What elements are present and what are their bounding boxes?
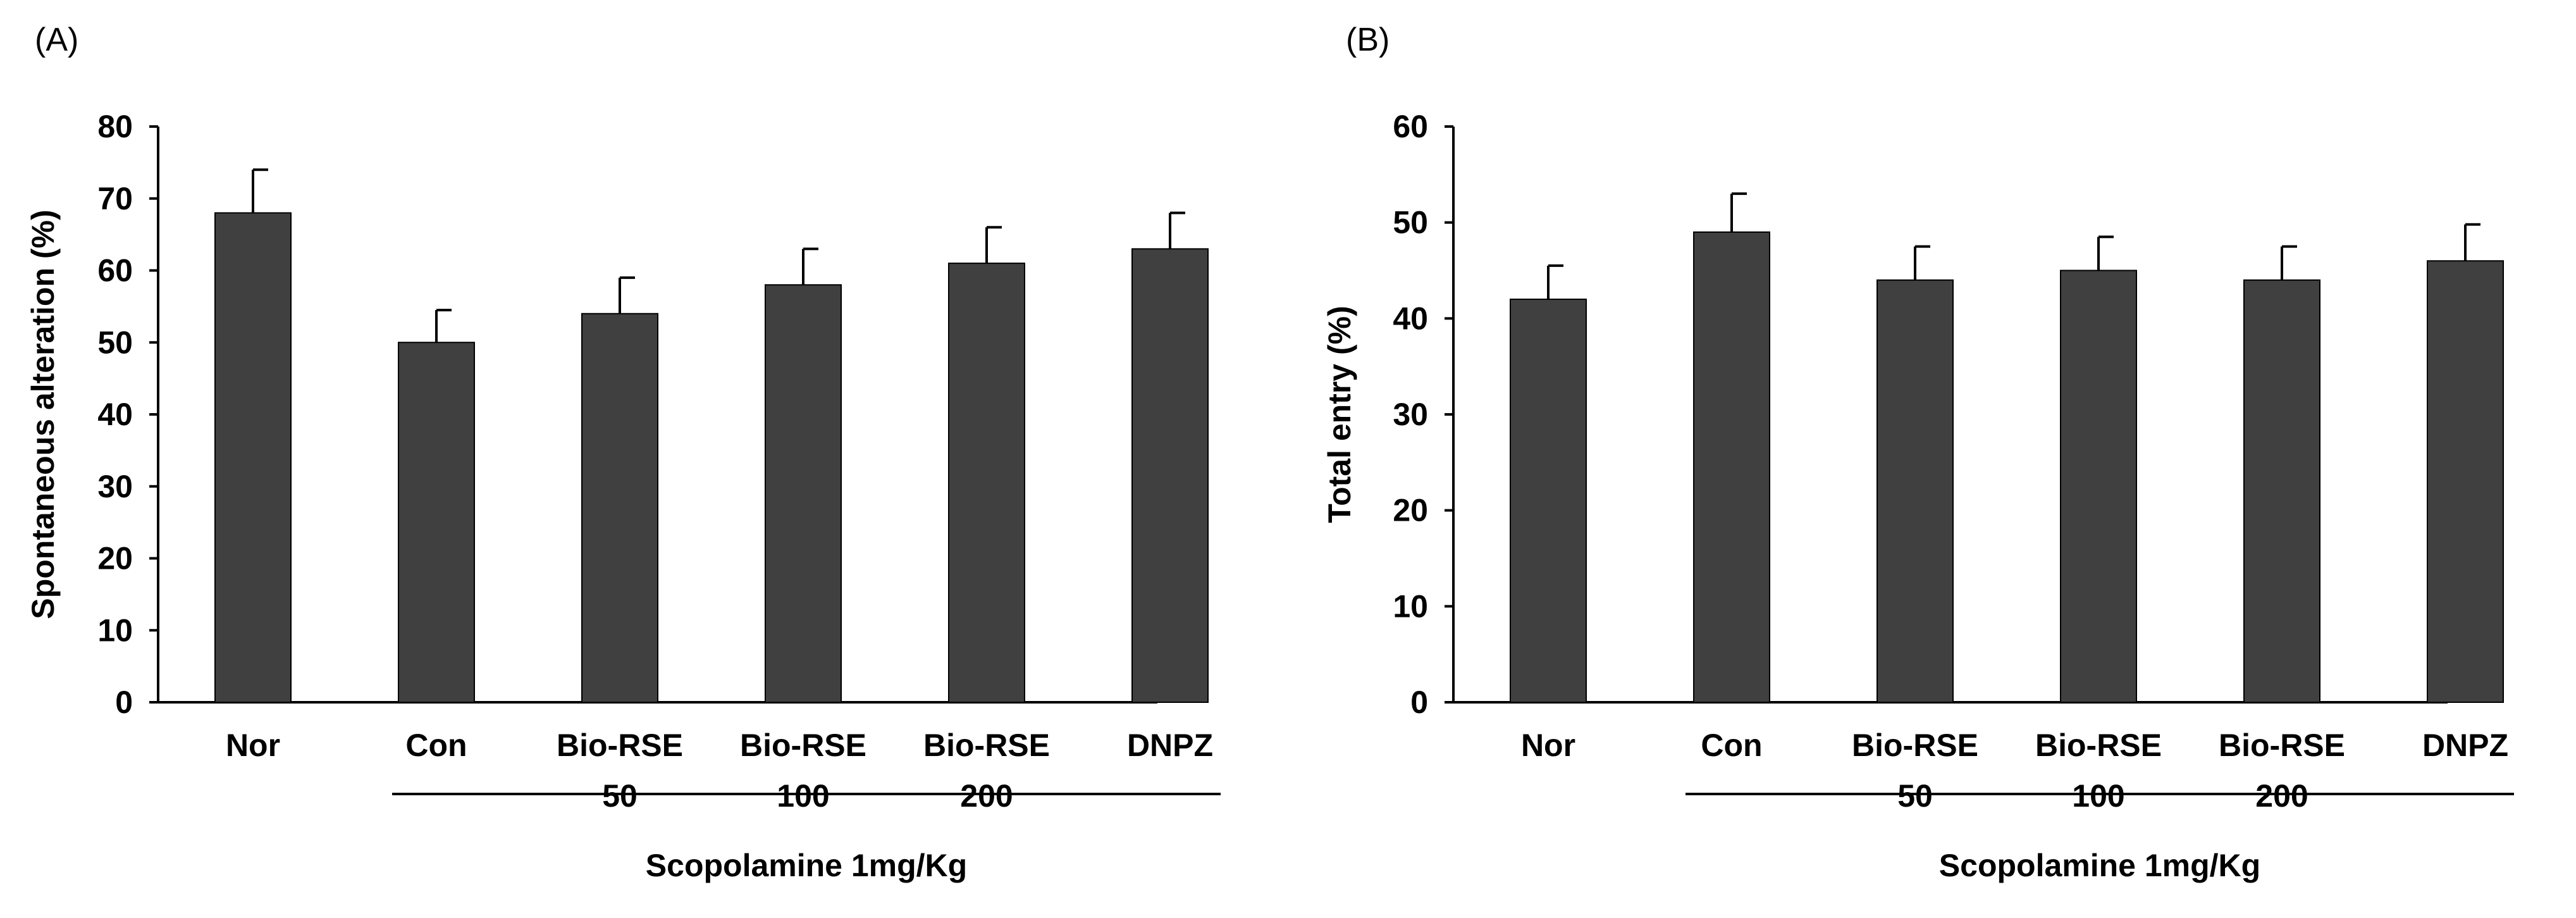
panel-label: (A): [35, 22, 78, 58]
y-tick-label: 60: [1393, 109, 1428, 144]
y-tick-label: 50: [97, 325, 133, 360]
category-label: Bio-RSE: [2219, 728, 2345, 763]
y-tick-label: 20: [1393, 493, 1428, 528]
bar-3: [765, 284, 842, 703]
y-tick-label: 50: [1393, 205, 1428, 240]
bar-5: [1131, 248, 1209, 703]
category-label: 100: [777, 778, 829, 814]
category-label: 200: [960, 778, 1013, 814]
group-label: Scopolamine 1mg/Kg: [646, 848, 967, 883]
category-label: 200: [2255, 778, 2308, 814]
category-label: Bio-RSE: [557, 728, 683, 763]
category-label: Bio-RSE: [1852, 728, 1978, 763]
category-label: DNPZ: [2422, 728, 2508, 763]
panel-label: (B): [1346, 22, 1390, 58]
y-tick-label: 40: [1393, 301, 1428, 336]
y-tick-label: 10: [1393, 588, 1428, 624]
category-label: Bio-RSE: [740, 728, 866, 763]
category-label: Bio-RSE: [2035, 728, 2162, 763]
y-tick-label: 40: [97, 397, 133, 432]
y-tick-label: 0: [1410, 685, 1428, 720]
y-tick-label: 80: [97, 109, 133, 144]
y-tick-label: 60: [97, 253, 133, 288]
bar-4: [2243, 279, 2320, 703]
category-label: Con: [1701, 728, 1762, 763]
category-label: Nor: [226, 728, 280, 763]
y-tick-label: 10: [97, 612, 133, 648]
bar-0: [1510, 299, 1587, 703]
y-axis-title: Total entry (%): [1322, 306, 1357, 523]
y-axis-title: Spontaneous alteration (%): [25, 209, 61, 619]
category-label: Con: [405, 728, 467, 763]
y-tick-label: 30: [1393, 397, 1428, 432]
group-label: Scopolamine 1mg/Kg: [1939, 848, 2260, 883]
y-tick-label: 20: [97, 541, 133, 576]
bar-2: [1877, 279, 1954, 703]
category-label: 50: [1897, 778, 1933, 814]
bar-1: [1693, 231, 1770, 704]
bar-3: [2060, 270, 2137, 703]
y-tick-label: 0: [115, 685, 133, 720]
bar-2: [581, 313, 658, 703]
category-label: 50: [602, 778, 638, 814]
category-label: Nor: [1521, 728, 1575, 763]
category-label: Bio-RSE: [923, 728, 1050, 763]
category-label: DNPZ: [1127, 728, 1213, 763]
y-tick-label: 30: [97, 469, 133, 504]
bar-1: [398, 342, 475, 703]
bar-0: [214, 212, 292, 703]
bar-5: [2427, 260, 2504, 704]
y-tick-label: 70: [97, 181, 133, 216]
category-label: 100: [2072, 778, 2124, 814]
bar-4: [948, 263, 1025, 703]
